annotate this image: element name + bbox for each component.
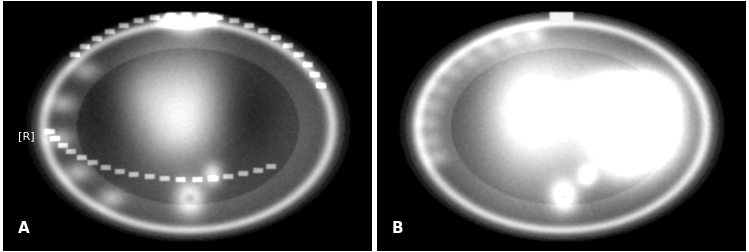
Text: [R]: [R] [18,131,34,141]
Text: A: A [18,221,29,236]
Text: B: B [392,221,404,236]
